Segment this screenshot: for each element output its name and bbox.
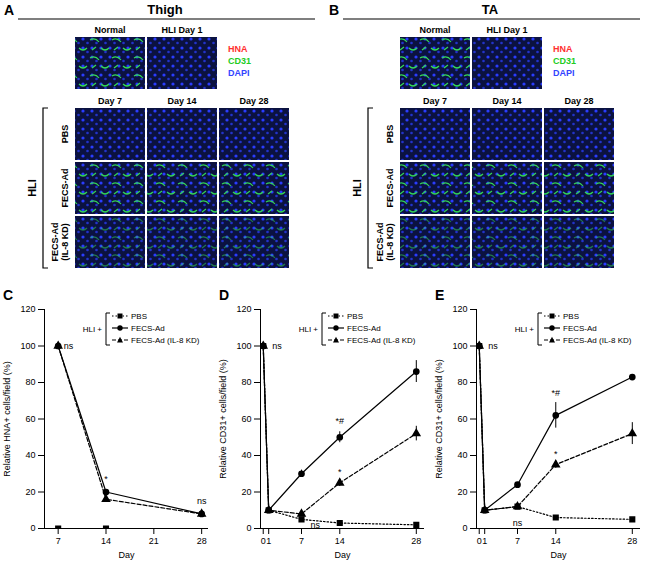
svg-text:28: 28 [411,536,421,546]
svg-text:120: 120 [20,304,35,314]
svg-text:CD31: CD31 [228,56,251,66]
svg-text:ns: ns [310,520,320,530]
svg-text:CD31: CD31 [553,56,576,66]
svg-text:7: 7 [515,536,520,546]
svg-text:21: 21 [149,536,159,546]
svg-text:80: 80 [457,377,467,387]
svg-text:80: 80 [241,377,251,387]
svg-text:80: 80 [25,377,35,387]
svg-text:PBS: PBS [60,125,70,144]
svg-text:ns: ns [488,341,498,351]
svg-text:Day: Day [118,550,135,560]
svg-text:28: 28 [197,536,207,546]
svg-text:0: 0 [462,523,467,533]
svg-text:PBS: PBS [131,312,147,321]
svg-text:100: 100 [452,341,467,351]
html-text:C: C [3,287,14,303]
svg-text:Day 7: Day 7 [423,96,447,106]
svg-text:100: 100 [236,341,251,351]
svg-text:14: 14 [101,536,111,546]
svg-text:HLI Day 1: HLI Day 1 [486,25,527,35]
svg-text:Day: Day [550,550,567,560]
svg-text:DAPI: DAPI [228,68,250,78]
svg-text:Day 14: Day 14 [167,96,196,106]
svg-text:FECS-Ad: FECS-Ad [385,169,395,208]
svg-text:28: 28 [627,536,637,546]
svg-text:FECS-Ad: FECS-Ad [347,324,381,333]
svg-text:1: 1 [266,536,271,546]
svg-text:100: 100 [20,341,35,351]
svg-text:FECS-Ad: FECS-Ad [60,169,70,208]
svg-text:*: * [104,474,108,484]
svg-text:ns: ns [272,341,282,351]
svg-text:0: 0 [261,536,266,546]
svg-text:TA: TA [482,2,499,17]
svg-text:ns: ns [197,496,207,506]
svg-text:Day 7: Day 7 [98,96,122,106]
svg-text:B: B [329,2,339,18]
svg-text:HLI +: HLI + [83,325,103,334]
svg-text:40: 40 [457,450,467,460]
svg-text:FECS-Ad: FECS-Ad [375,223,385,262]
html-text:D: D [219,287,230,303]
svg-text:FECS-Ad: FECS-Ad [131,324,165,333]
svg-text:Day 14: Day 14 [492,96,521,106]
svg-text:HLI +: HLI + [299,325,319,334]
svg-text:Relative CD31+ cells/field (%): Relative CD31+ cells/field (%) [434,359,444,478]
svg-text:60: 60 [457,414,467,424]
svg-text:DAPI: DAPI [553,68,575,78]
svg-text:FECS-Ad: FECS-Ad [563,324,597,333]
svg-text:ns: ns [64,341,74,351]
svg-text:120: 120 [236,304,251,314]
svg-text:Relative CD31+ cells/field (%): Relative CD31+ cells/field (%) [218,359,228,478]
svg-text:7: 7 [56,536,61,546]
svg-text:A: A [4,2,14,18]
svg-text:60: 60 [241,414,251,424]
svg-text:HLI +: HLI + [515,325,535,334]
svg-text:FECS-Ad (IL-8 KD): FECS-Ad (IL-8 KD) [131,336,200,345]
svg-text:Day: Day [334,550,351,560]
svg-text:20: 20 [25,487,35,497]
svg-text:Day 28: Day 28 [239,96,268,106]
svg-text:PBS: PBS [347,312,363,321]
svg-text:0: 0 [246,523,251,533]
svg-text:0: 0 [30,523,35,533]
svg-text:Normal: Normal [419,25,450,35]
svg-text:HNA: HNA [553,44,573,54]
svg-text:FECS-Ad: FECS-Ad [50,223,60,262]
svg-text:1: 1 [482,536,487,546]
svg-text:HLI: HLI [26,179,38,197]
svg-text:PBS: PBS [385,125,395,144]
svg-text:20: 20 [241,487,251,497]
svg-text:60: 60 [25,414,35,424]
svg-text:HLI Day 1: HLI Day 1 [161,25,202,35]
svg-text:*#: *# [552,388,561,398]
svg-text:*: * [338,467,342,477]
svg-text:ns: ns [513,518,523,528]
svg-text:FECS-Ad (IL-8 KD): FECS-Ad (IL-8 KD) [563,336,632,345]
svg-text:*#: *# [336,416,345,426]
svg-text:HLI: HLI [351,179,363,197]
html-text:E: E [435,287,445,303]
svg-text:14: 14 [551,536,561,546]
svg-text:Relative HNA+ cells/field (%): Relative HNA+ cells/field (%) [2,361,12,476]
svg-text:7: 7 [299,536,304,546]
svg-text:Normal: Normal [94,25,125,35]
svg-text:14: 14 [335,536,345,546]
svg-text:*: * [554,449,558,459]
svg-text:Day 28: Day 28 [564,96,593,106]
svg-text:40: 40 [241,450,251,460]
svg-text:Thigh: Thigh [147,2,182,17]
svg-text:(IL-8 KD): (IL-8 KD) [385,223,395,261]
svg-text:120: 120 [452,304,467,314]
svg-text:HNA: HNA [228,44,248,54]
svg-text:40: 40 [25,450,35,460]
svg-text:(IL-8 KD): (IL-8 KD) [60,223,70,261]
svg-text:FECS-Ad (IL-8 KD): FECS-Ad (IL-8 KD) [347,336,416,345]
svg-text:PBS: PBS [563,312,579,321]
svg-text:0: 0 [477,536,482,546]
svg-text:20: 20 [457,487,467,497]
